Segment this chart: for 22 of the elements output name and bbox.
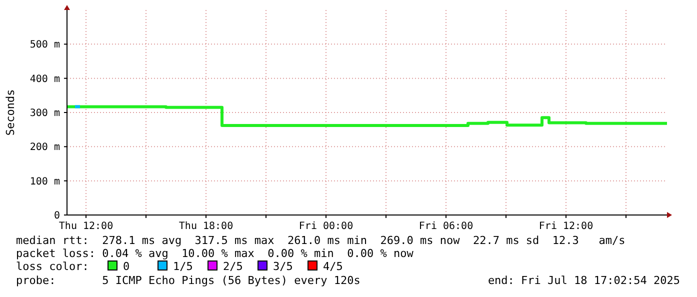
legend-label: 4/5 bbox=[323, 260, 343, 273]
text: end: Fri Jul 18 17:02:54 2025 bbox=[488, 274, 680, 287]
y-tick-label: 500 m bbox=[30, 40, 60, 51]
legend-label: 2/5 bbox=[223, 260, 243, 273]
y-axis-title: Seconds bbox=[4, 89, 17, 136]
legend-label: 3/5 bbox=[273, 260, 293, 273]
y-tick-label: 100 m bbox=[30, 176, 60, 188]
y-tick-label: 0 bbox=[54, 210, 60, 222]
x-tick-label: Fri 06:00 bbox=[418, 221, 474, 232]
y-tick-label: 200 m bbox=[30, 142, 60, 154]
text: packet loss: 0.04 % avg 10.00 % max 0.00 % min 0.00 % now bbox=[16, 247, 414, 260]
y-tick-label: 400 m bbox=[30, 74, 60, 85]
x-tick-label: Thu 12:00 bbox=[58, 221, 114, 232]
x-tick-label: Fri 00:00 bbox=[298, 221, 354, 232]
x-tick-label: Fri 12:00 bbox=[538, 221, 594, 232]
legend-label: 0 bbox=[123, 260, 130, 273]
legend-label: 1/5 bbox=[173, 260, 193, 273]
text: probe: 5 ICMP Echo Pings (56 Bytes) every 120s bbox=[16, 274, 360, 287]
x-tick-label: Thu 18:00 bbox=[178, 221, 234, 232]
text: median rtt: 278.1 ms avg 317.5 ms max 261.0 ms min 269.0 ms now 22.7 ms sd 12.3 am/s bbox=[16, 234, 626, 247]
y-tick-label: 300 m bbox=[30, 108, 60, 119]
legend-title: loss color: bbox=[16, 260, 89, 273]
